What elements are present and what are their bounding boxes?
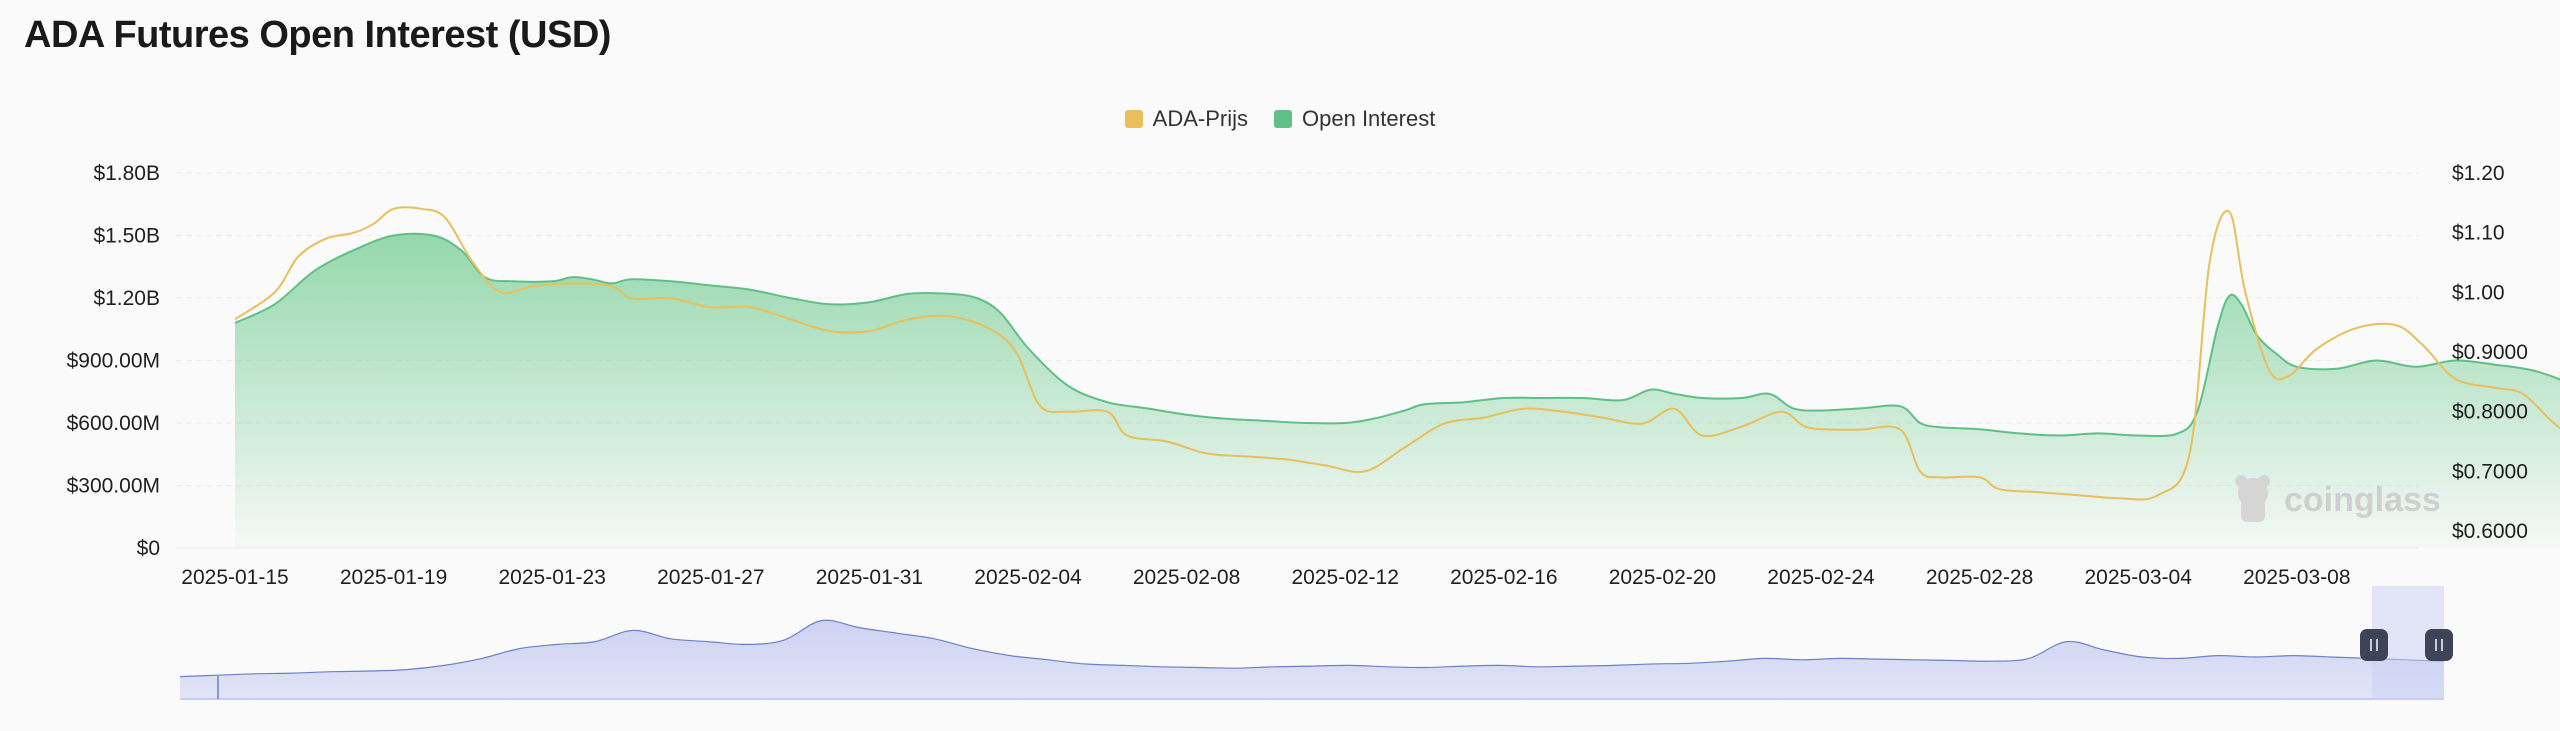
navigator-line <box>179 619 2445 678</box>
legend-label-open-interest: Open Interest <box>1302 106 1436 131</box>
handle-grip[interactable] <box>2360 629 2388 661</box>
x-tick-label: 2025-02-28 <box>1926 566 2033 589</box>
handle-grip[interactable] <box>2425 629 2453 661</box>
watermark: coinglass <box>2235 475 2441 522</box>
legend: ADA-Prijs Open Interest <box>0 106 2560 132</box>
y-right-tick-label: $0.8000 <box>2452 401 2528 424</box>
x-tick-label: 2025-01-23 <box>498 566 605 589</box>
plot-area <box>234 206 2560 548</box>
x-tick-label: 2025-03-08 <box>2243 566 2350 589</box>
watermark-text: coinglass <box>2284 481 2441 519</box>
y-left-tick-label: $1.80B <box>93 162 160 185</box>
y-right-tick-label: $1.10 <box>2452 222 2505 245</box>
x-tick-label: 2025-01-19 <box>340 566 447 589</box>
legend-swatch-open-interest <box>1274 110 1293 128</box>
x-tick-label: 2025-02-08 <box>1133 566 1240 589</box>
x-tick-label: 2025-02-20 <box>1609 566 1716 589</box>
y-right-tick-label: $0.7000 <box>2452 460 2528 483</box>
y-left-tick-label: $1.20B <box>93 287 160 310</box>
y-right-tick-label: $0.6000 <box>2452 520 2528 543</box>
x-tick-label: 2025-02-24 <box>1767 566 1875 589</box>
x-tick-label: 2025-02-16 <box>1450 566 1557 589</box>
y-right-tick-label: $1.20 <box>2452 162 2505 185</box>
x-axis: 2025-01-15 2025-01-19 2025-01-23 2025-01-27… <box>181 566 2350 589</box>
y-right-tick-label: $0.9000 <box>2452 341 2528 364</box>
x-tick-label: 2025-01-31 <box>816 566 923 589</box>
y-left-tick-label: $300.00M <box>67 475 160 498</box>
y-left-tick-label: $600.00M <box>67 412 160 435</box>
open-interest-area <box>235 233 2560 548</box>
x-tick-label: 2025-03-04 <box>2084 566 2192 589</box>
open-interest-line <box>234 232 2560 438</box>
navigator-handle-right[interactable] <box>2425 629 2453 661</box>
x-tick-label: 2025-01-15 <box>181 566 288 589</box>
navigator[interactable] <box>179 586 2453 700</box>
y-left-tick-label: $1.50B <box>93 225 160 248</box>
y-left-tick-label: $900.00M <box>67 350 160 373</box>
price-line <box>234 206 2560 501</box>
y-left-tick-label: $0 <box>137 537 160 560</box>
x-tick-label: 2025-02-12 <box>1291 566 1398 589</box>
chart-title: ADA Futures Open Interest (USD) <box>24 14 611 56</box>
legend-label-price: ADA-Prijs <box>1152 106 1249 131</box>
legend-item-open-interest[interactable]: Open Interest <box>1274 106 1435 132</box>
navigator-area <box>180 620 2444 699</box>
y-right-tick-label: $1.00 <box>2452 281 2505 304</box>
coinglass-logo-icon <box>2235 475 2270 522</box>
legend-item-price[interactable]: ADA-Prijs <box>1124 106 1249 132</box>
x-tick-label: 2025-01-27 <box>657 566 764 589</box>
y-axis-right: $1.20 $1.10 $1.00 $0.9000 $0.8000 $0.7000 $0.6… <box>2452 162 2528 543</box>
y-axis-left: $1.80B $1.50B $1.20B $900.00M $600.00M $300.0… <box>67 162 160 560</box>
navigator-handle-left[interactable] <box>2360 629 2388 661</box>
x-tick-label: 2025-02-04 <box>974 566 1082 589</box>
legend-swatch-price <box>1124 110 1143 128</box>
